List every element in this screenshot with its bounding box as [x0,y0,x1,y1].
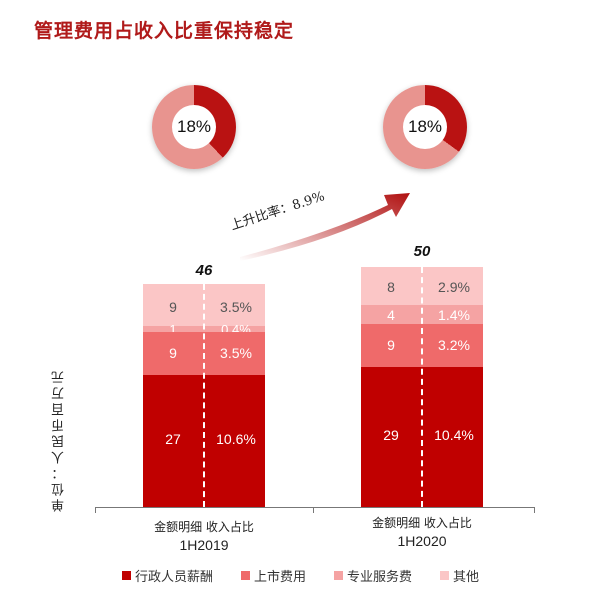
bar-divider [421,267,423,507]
legend-swatch-icon [440,571,450,580]
segment-pct: 10.4% [434,427,474,443]
axis-tick [534,507,535,513]
legend-label: 行政人员薪酬 [135,570,214,585]
bar-total: 50 [413,243,431,260]
legend-item-salary: 行政人员薪酬 [122,566,213,585]
category-1h2020: 金额明细 收入占比 1H2020 [322,514,522,549]
legend-label: 其他 [453,570,480,585]
segment-value: 4 [387,307,395,323]
category-1h2019: 金额明细 收入占比 1H2019 [104,518,304,553]
legend-swatch-icon [334,571,344,580]
axis-tick [313,507,314,513]
donut-1h2019: 18% [152,85,236,169]
segment-value: 1 [169,322,177,337]
category-label: 1H2019 [179,537,229,553]
segment-pct: 1.4% [438,307,470,323]
legend-label: 专业服务费 [347,570,413,585]
segment-value: 27 [165,431,181,447]
bar-total: 46 [195,262,213,279]
segment-value: 29 [383,427,399,443]
legend-item-professional: 专业服务费 [334,566,412,585]
growth-arrow-icon [240,193,410,261]
y-axis-label: 单位：人民币百万元 [52,368,67,512]
legend-swatch-icon [122,571,131,580]
category-label: 1H2020 [397,533,447,549]
donut-1h2020: 18% [383,85,467,169]
legend-swatch-icon [241,571,251,580]
legend-label: 上市费用 [254,570,307,585]
segment-value: 9 [169,345,177,361]
bar-1h2019: 9 3.5% 1 0.4% 9 3.5% 27 10.6% [143,284,265,507]
legend-item-other: 其他 [440,566,479,585]
category-sublabel: 金额明细 收入占比 [154,520,254,534]
legend-item-listing: 上市费用 [241,566,306,585]
segment-value: 9 [387,337,395,353]
segment-pct: 3.2% [438,337,470,353]
bar-divider [203,284,205,507]
axis-tick [95,507,96,513]
segment-pct: 10.6% [216,431,256,447]
donut-label: 18% [172,105,216,149]
donut-label: 18% [403,105,447,149]
legend: 行政人员薪酬 上市费用 专业服务费 其他 [122,566,479,585]
segment-value: 9 [169,299,177,315]
segment-value: 8 [387,279,395,295]
segment-pct: 2.9% [438,279,470,295]
bar-1h2020: 8 2.9% 4 1.4% 9 3.2% 29 10.4% [361,267,483,507]
category-sublabel: 金额明细 收入占比 [372,516,472,530]
x-axis [95,507,535,508]
segment-pct: 3.5% [220,299,252,315]
segment-pct: 3.5% [220,345,252,361]
chart-title: 管理费用占收入比重保持稳定 [34,20,295,42]
